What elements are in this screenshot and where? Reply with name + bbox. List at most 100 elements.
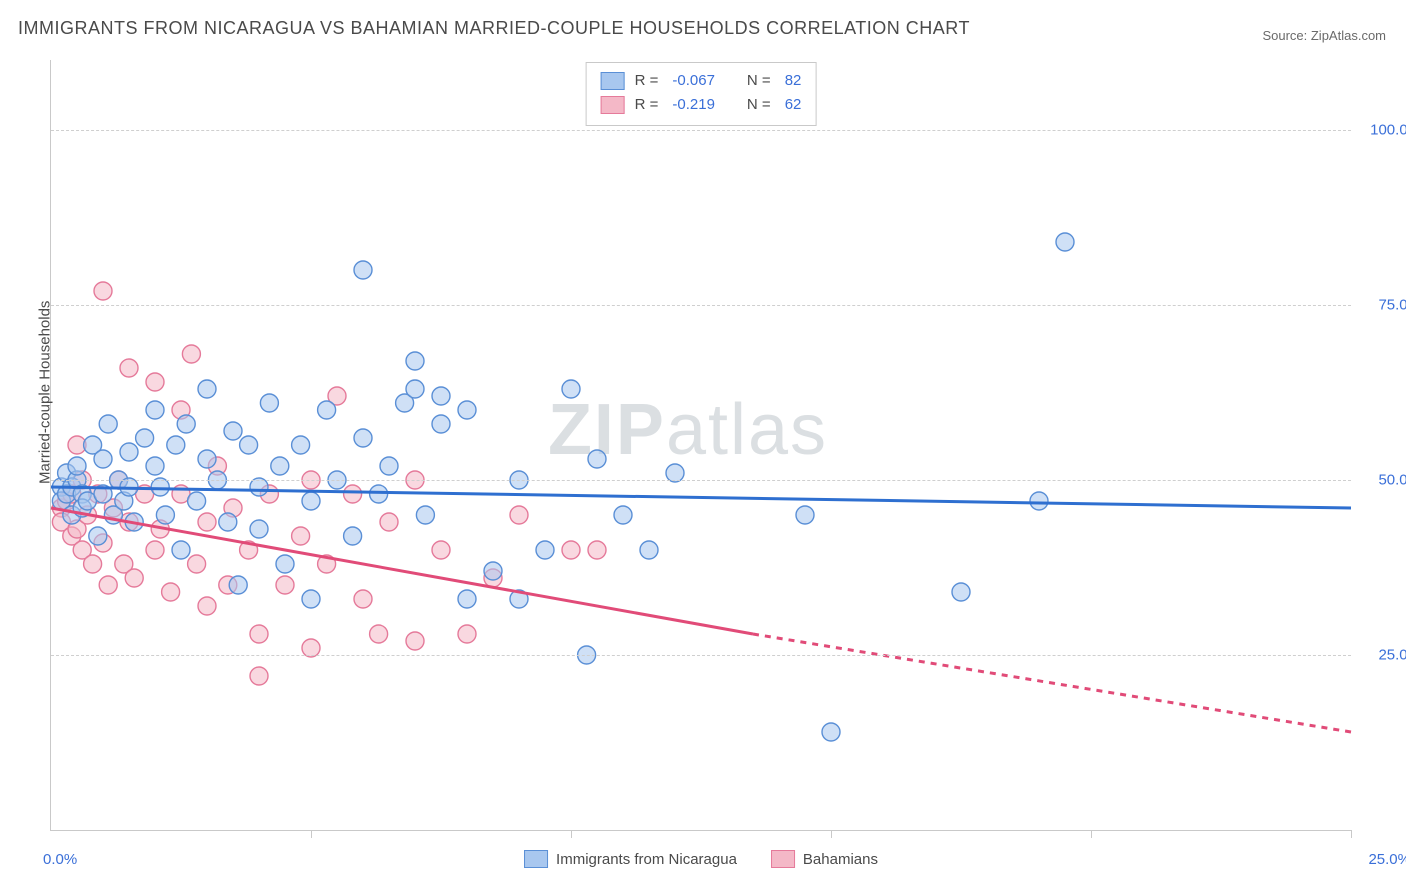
gridline-h (51, 655, 1351, 656)
x-tick (311, 830, 312, 838)
chart-title: IMMIGRANTS FROM NICARAGUA VS BAHAMIAN MA… (18, 18, 970, 39)
y-tick-label: 25.0% (1361, 647, 1406, 664)
data-point (188, 492, 206, 510)
chart-area: Married-couple Households ZIPatlas R = -… (50, 60, 1351, 831)
data-point (146, 401, 164, 419)
source-label: Source: ZipAtlas.com (1262, 28, 1386, 43)
data-point (952, 583, 970, 601)
data-point (250, 520, 268, 538)
swatch-nicaragua-bottom (524, 850, 548, 868)
data-point (302, 590, 320, 608)
regression-line (51, 508, 753, 634)
legend-label-bahamians: Bahamians (803, 851, 878, 868)
data-point (271, 457, 289, 475)
data-point (84, 555, 102, 573)
data-point (188, 555, 206, 573)
x-tick (1351, 830, 1352, 838)
data-point (89, 527, 107, 545)
x-tick (571, 830, 572, 838)
data-point (318, 401, 336, 419)
data-point (94, 450, 112, 468)
data-point (276, 576, 294, 594)
regression-line (753, 634, 1351, 732)
data-point (240, 436, 258, 454)
data-point (260, 394, 278, 412)
data-point (167, 436, 185, 454)
legend-label-nicaragua: Immigrants from Nicaragua (556, 851, 737, 868)
data-point (250, 625, 268, 643)
data-point (224, 422, 242, 440)
x-axis-right-label: 25.0% (1368, 851, 1406, 868)
data-point (588, 450, 606, 468)
data-point (588, 541, 606, 559)
data-point (406, 380, 424, 398)
data-point (432, 541, 450, 559)
data-point (562, 380, 580, 398)
data-point (156, 506, 174, 524)
data-point (380, 513, 398, 531)
data-point (614, 506, 632, 524)
data-point (510, 506, 528, 524)
y-tick-label: 100.0% (1361, 122, 1406, 139)
data-point (99, 576, 117, 594)
data-point (198, 380, 216, 398)
y-tick-label: 75.0% (1361, 297, 1406, 314)
legend-item-bahamians: Bahamians (771, 850, 878, 868)
data-point (344, 485, 362, 503)
data-point (182, 345, 200, 363)
data-point (344, 527, 362, 545)
data-point (302, 492, 320, 510)
data-point (94, 282, 112, 300)
gridline-h (51, 305, 1351, 306)
data-point (640, 541, 658, 559)
data-point (120, 443, 138, 461)
data-point (370, 625, 388, 643)
data-point (136, 429, 154, 447)
data-point (562, 541, 580, 559)
data-point (370, 485, 388, 503)
data-point (432, 387, 450, 405)
data-point (406, 632, 424, 650)
data-point (198, 450, 216, 468)
data-point (146, 373, 164, 391)
data-point (120, 359, 138, 377)
x-axis-left-label: 0.0% (43, 851, 77, 868)
x-tick (1091, 830, 1092, 838)
data-point (219, 513, 237, 531)
data-point (1056, 233, 1074, 251)
data-point (484, 562, 502, 580)
data-point (354, 590, 372, 608)
data-point (198, 597, 216, 615)
legend-series-bottom: Immigrants from Nicaragua Bahamians (524, 850, 878, 868)
data-point (229, 576, 247, 594)
data-point (406, 352, 424, 370)
data-point (68, 457, 86, 475)
data-point (146, 457, 164, 475)
data-point (458, 590, 476, 608)
plot-svg (51, 60, 1351, 830)
x-tick (831, 830, 832, 838)
data-point (416, 506, 434, 524)
data-point (822, 723, 840, 741)
data-point (99, 415, 117, 433)
data-point (458, 625, 476, 643)
data-point (198, 513, 216, 531)
data-point (125, 569, 143, 587)
data-point (796, 506, 814, 524)
data-point (354, 261, 372, 279)
swatch-bahamians-bottom (771, 850, 795, 868)
gridline-h (51, 480, 1351, 481)
data-point (1030, 492, 1048, 510)
legend-item-nicaragua: Immigrants from Nicaragua (524, 850, 737, 868)
data-point (292, 436, 310, 454)
gridline-h (51, 130, 1351, 131)
data-point (458, 401, 476, 419)
data-point (292, 527, 310, 545)
data-point (536, 541, 554, 559)
data-point (380, 457, 398, 475)
data-point (250, 667, 268, 685)
data-point (177, 415, 195, 433)
data-point (146, 541, 164, 559)
y-tick-label: 50.0% (1361, 472, 1406, 489)
data-point (354, 429, 372, 447)
